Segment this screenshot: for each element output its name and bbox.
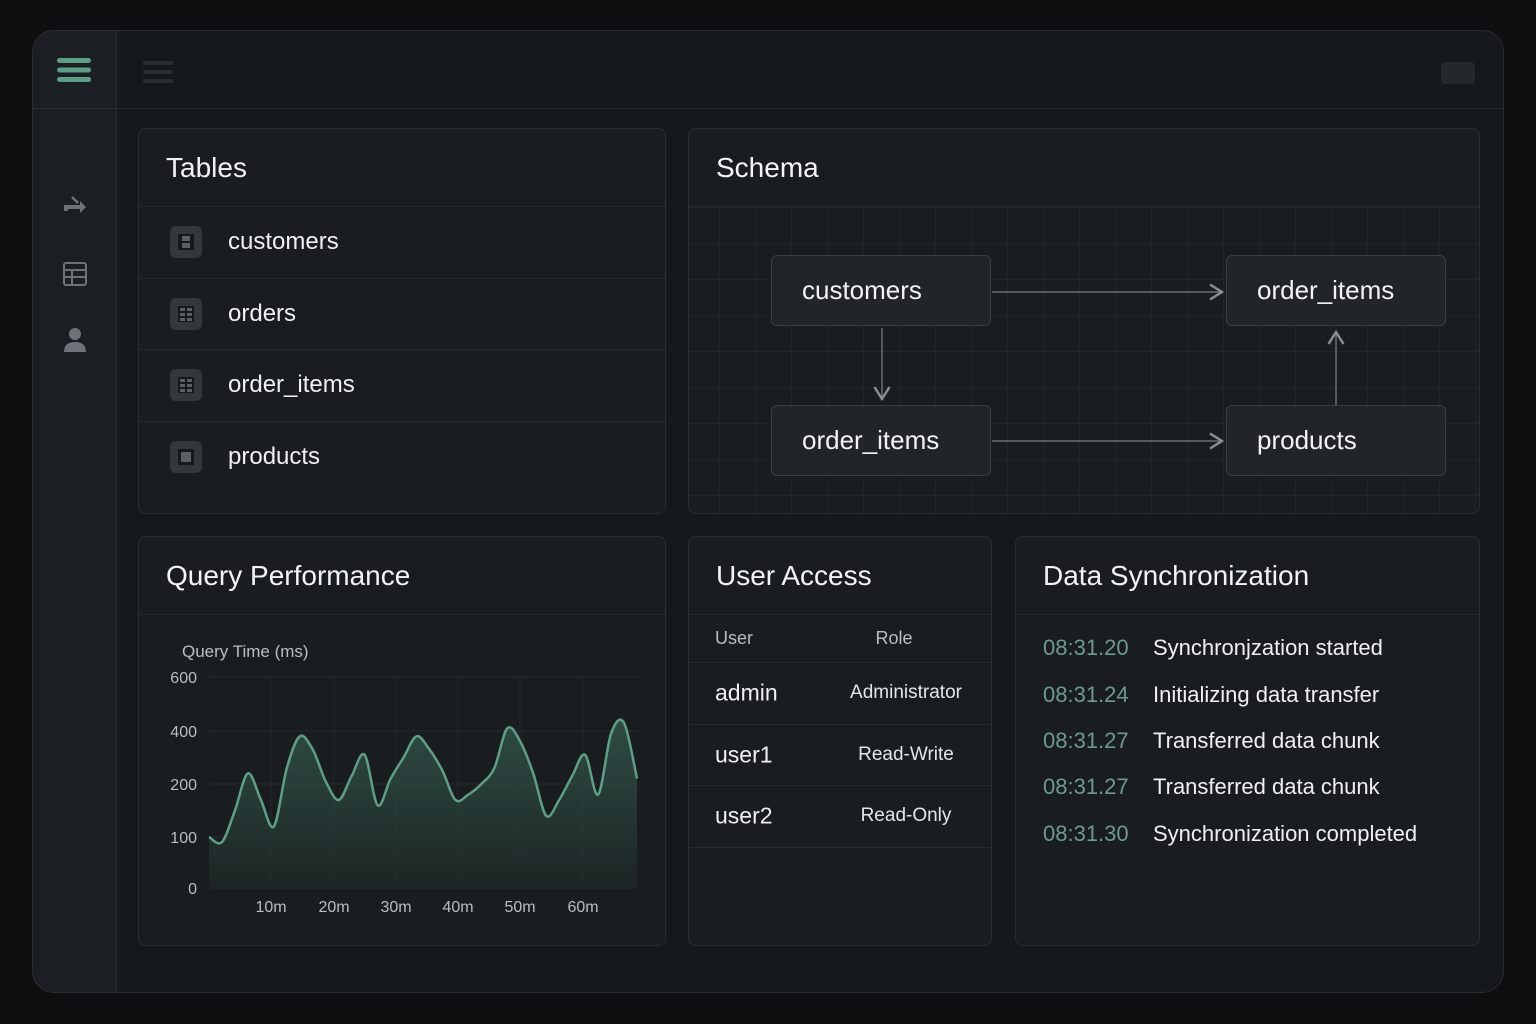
menu-button[interactable] bbox=[33, 31, 117, 109]
top-bar bbox=[117, 31, 1503, 109]
y-tick-label: 200 bbox=[170, 777, 197, 794]
table-icon bbox=[170, 297, 202, 330]
user-role: Read-Only bbox=[860, 805, 952, 827]
x-tick-label: 10m bbox=[255, 899, 286, 916]
table-icon bbox=[170, 226, 202, 259]
log-timestamp: 08:31.20 bbox=[1043, 635, 1129, 660]
log-entry: 08:31.30 Synchronization completed bbox=[1043, 821, 1417, 847]
log-message: Synchronjzation started bbox=[1153, 635, 1383, 660]
user-name: admin bbox=[715, 679, 778, 706]
x-tick-label: 30m bbox=[380, 899, 411, 916]
log-timestamp: 08:31.27 bbox=[1043, 728, 1129, 753]
log-entry: 08:31.20 Synchronjzation started bbox=[1043, 635, 1383, 661]
x-tick-label: 60m bbox=[567, 899, 598, 916]
table-icon bbox=[170, 441, 202, 474]
panel-title: Schema bbox=[689, 129, 1479, 207]
schema-node-customers[interactable]: customers bbox=[771, 255, 991, 326]
panel-title: User Access bbox=[689, 537, 991, 615]
table-header: User Role bbox=[689, 615, 991, 663]
hamburger-icon bbox=[57, 57, 91, 82]
user-name: user1 bbox=[715, 741, 773, 768]
log-message: Synchronization completed bbox=[1153, 821, 1418, 846]
y-axis-label: Query Time (ms) bbox=[182, 642, 309, 661]
x-tick-label: 20m bbox=[318, 899, 349, 916]
user-name: user2 bbox=[715, 802, 773, 829]
table-label: orders bbox=[228, 299, 297, 327]
log-message: Transferred data chunk bbox=[1153, 774, 1380, 799]
table-label: customers bbox=[228, 228, 339, 256]
table-row[interactable]: admin Administrator bbox=[689, 663, 991, 725]
column-header-user: User bbox=[715, 628, 754, 648]
query-performance-panel: Query Performance Query Time (ms) 600 400 2… bbox=[138, 536, 666, 946]
sidebar-item-export[interactable] bbox=[60, 187, 90, 217]
table-item-orders[interactable]: orders bbox=[139, 279, 665, 350]
sidebar-item-users[interactable] bbox=[60, 325, 90, 355]
user-role: Administrator bbox=[850, 682, 962, 704]
table-label: products bbox=[228, 443, 321, 471]
log-entry: 08:31.27 Transferred data chunk bbox=[1043, 728, 1380, 754]
log-message: Transferred data chunk bbox=[1153, 728, 1380, 753]
schema-panel: Schema customers order_items order_items… bbox=[688, 128, 1480, 514]
x-tick-label: 40m bbox=[442, 899, 473, 916]
window-button[interactable] bbox=[1441, 62, 1475, 84]
data-sync-panel: Data Synchronization 08:31.20 Synchronjz… bbox=[1015, 536, 1480, 946]
panel-title: Tables bbox=[139, 129, 665, 207]
y-tick-label: 600 bbox=[170, 670, 197, 687]
user-icon bbox=[64, 328, 86, 352]
column-header-role: Role bbox=[875, 628, 913, 648]
table-item-products[interactable]: products bbox=[139, 422, 665, 494]
table-icon bbox=[170, 369, 202, 402]
log-entry: 08:31.24 Initializing data transfer bbox=[1043, 682, 1379, 708]
log-entry: 08:31.27 Transferred data chunk bbox=[1043, 774, 1380, 800]
panel-title: Query Performance bbox=[139, 537, 665, 615]
log-message: Initializing data transfer bbox=[1153, 682, 1380, 707]
sidebar-item-tables[interactable] bbox=[60, 259, 90, 289]
table-item-order-items[interactable]: order_items bbox=[139, 350, 665, 422]
sidebar bbox=[33, 31, 117, 992]
series-line bbox=[208, 718, 639, 845]
secondary-menu-button[interactable] bbox=[143, 59, 173, 90]
tables-panel: Tables customers orders order_items prod… bbox=[138, 128, 666, 514]
panel-title: Data Synchronization bbox=[1016, 537, 1479, 615]
series-area bbox=[209, 719, 637, 888]
table-row[interactable]: user2 Read-Only bbox=[689, 786, 991, 848]
schema-node-products[interactable]: products bbox=[1226, 405, 1446, 476]
table-item-customers[interactable]: customers bbox=[139, 207, 665, 279]
query-time-chart: Query Time (ms) 600 400 200 100 0 10m 20m 30m 40m… bbox=[170, 642, 639, 916]
x-tick-label: 50m bbox=[504, 899, 535, 916]
arrow-right-icon bbox=[64, 196, 86, 213]
y-tick-label: 100 bbox=[170, 830, 197, 847]
user-access-panel: User Access User Role admin Administrato… bbox=[688, 536, 992, 946]
y-tick-label: 400 bbox=[170, 724, 197, 741]
table-label: order_items bbox=[228, 371, 355, 399]
schema-node-order-items[interactable]: order_items bbox=[771, 405, 991, 476]
table-row[interactable]: user1 Read-Write bbox=[689, 725, 991, 786]
log-timestamp: 08:31.27 bbox=[1043, 774, 1129, 799]
log-timestamp: 08:31.24 bbox=[1043, 682, 1129, 707]
schema-node-order-items[interactable]: order_items bbox=[1226, 255, 1446, 326]
y-tick-label: 0 bbox=[188, 881, 197, 898]
table-icon bbox=[63, 262, 87, 286]
hamburger-icon bbox=[143, 61, 173, 83]
log-timestamp: 08:31.30 bbox=[1043, 821, 1129, 846]
schema-edges bbox=[689, 129, 1480, 514]
user-role: Read-Write bbox=[858, 743, 954, 765]
